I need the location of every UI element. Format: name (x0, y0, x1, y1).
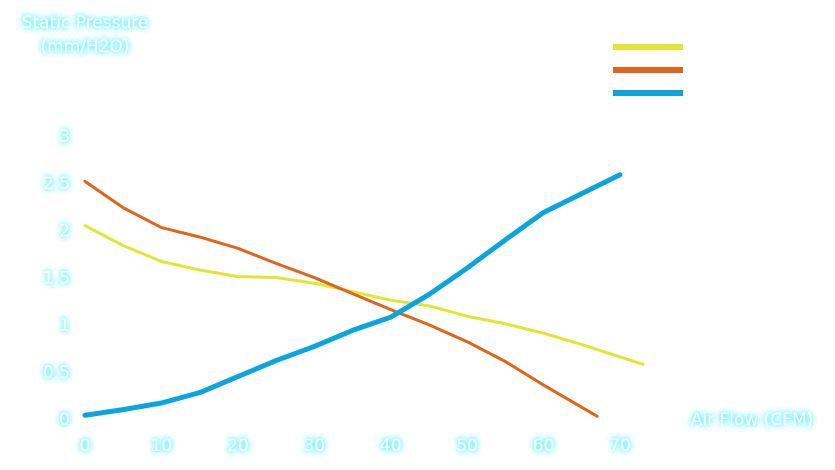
x-axis-title: Air Flow (CFM) (691, 410, 814, 430)
y-tick-label: 3 (59, 127, 70, 147)
series-line (82, 172, 623, 418)
y-tick-label: 1 (59, 316, 70, 336)
series-line (83, 224, 645, 366)
y-tick-label: 0.5 (43, 363, 70, 383)
x-tick-label: 10 (151, 436, 173, 456)
y-tick-label: 2.5 (43, 174, 70, 194)
y-tick-label: 2 (59, 221, 70, 241)
x-tick-label: 50 (456, 436, 478, 456)
x-tick-label: 60 (533, 436, 555, 456)
series-line (83, 179, 599, 418)
y-axis-title: (mm/H2O) (40, 37, 129, 57)
x-tick-label: 40 (380, 436, 402, 456)
y-axis-title: Static Pressure (22, 13, 149, 33)
x-tick-label: 70 (609, 436, 631, 456)
x-tick-label: 0 (80, 436, 91, 456)
y-tick-label: 0 (59, 410, 70, 430)
x-tick-label: 20 (227, 436, 249, 456)
y-tick-label: 1.5 (43, 269, 70, 289)
x-tick-label: 30 (303, 436, 325, 456)
